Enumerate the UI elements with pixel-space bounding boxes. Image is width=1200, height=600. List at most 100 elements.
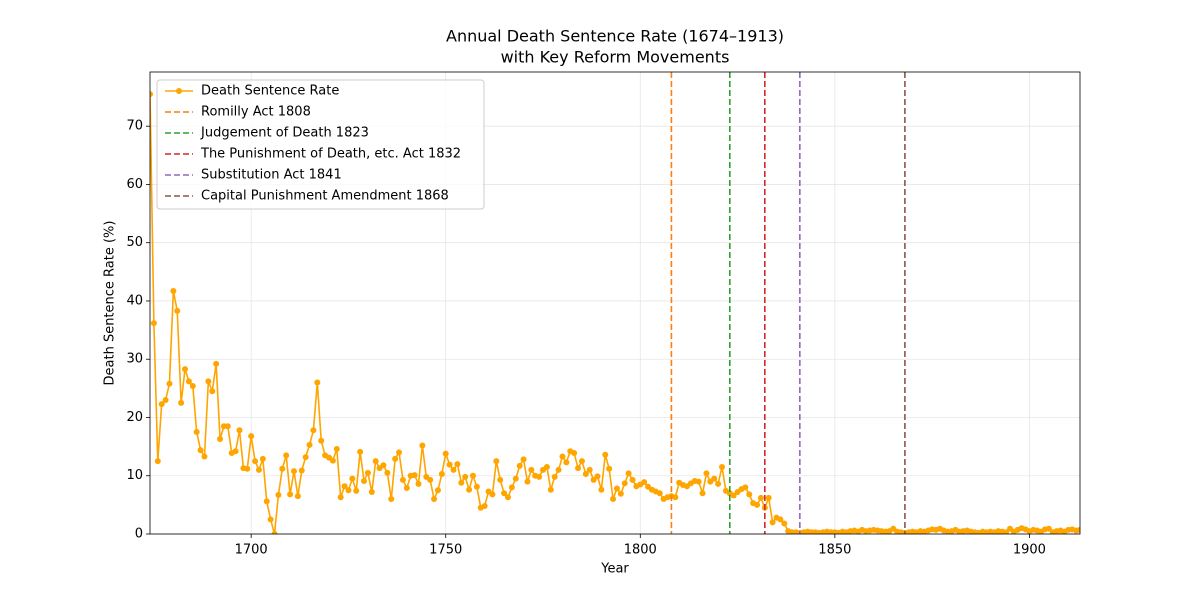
data-point	[252, 458, 259, 465]
x-axis-label: Year	[600, 562, 629, 577]
data-point	[431, 496, 438, 503]
data-point	[372, 458, 379, 465]
data-point	[357, 448, 364, 455]
data-point	[244, 465, 251, 472]
data-point	[298, 467, 305, 474]
data-point	[166, 380, 173, 387]
data-point	[158, 401, 165, 408]
x-tick-label: 1800	[624, 543, 657, 558]
data-point	[481, 503, 488, 510]
y-tick-label: 50	[126, 235, 143, 250]
data-point	[493, 458, 500, 465]
data-point	[730, 492, 737, 499]
data-point	[213, 360, 220, 367]
data-point	[283, 452, 290, 459]
data-point	[446, 461, 453, 468]
y-tick-label: 10	[126, 468, 143, 483]
data-point	[396, 449, 403, 456]
data-point	[349, 475, 356, 482]
data-point	[392, 455, 399, 462]
legend-label: Death Sentence Rate	[201, 84, 339, 99]
data-point	[162, 397, 169, 404]
data-point	[586, 466, 593, 473]
data-point	[193, 429, 200, 436]
data-point	[399, 476, 406, 483]
data-point	[302, 454, 309, 461]
data-point	[224, 423, 231, 430]
data-point	[703, 470, 710, 477]
data-point	[310, 427, 317, 434]
data-point	[170, 288, 177, 295]
data-point	[267, 516, 274, 523]
legend-label: The Punishment of Death, etc. Act 1832	[200, 147, 461, 162]
data-point	[384, 469, 391, 476]
data-point	[602, 451, 609, 458]
data-point	[450, 466, 457, 473]
data-point	[150, 320, 157, 327]
data-point	[594, 473, 601, 480]
y-tick-label: 30	[126, 352, 143, 367]
data-point	[178, 399, 185, 406]
data-point	[337, 494, 344, 501]
data-point	[711, 475, 718, 482]
data-point	[290, 468, 297, 475]
x-tick-label: 1900	[1013, 543, 1046, 558]
data-point	[528, 466, 535, 473]
data-point	[656, 490, 663, 497]
data-point	[571, 450, 578, 457]
data-point	[236, 427, 243, 434]
data-point	[388, 496, 395, 503]
data-point	[411, 472, 418, 479]
data-point	[275, 491, 282, 498]
data-point	[559, 453, 566, 460]
data-point	[575, 465, 582, 472]
x-tick-label: 1750	[429, 543, 462, 558]
y-tick-label: 0	[135, 527, 143, 542]
legend-marker	[176, 88, 182, 94]
data-point	[259, 455, 266, 462]
y-tick-label: 70	[126, 119, 143, 134]
data-point	[699, 490, 706, 497]
data-point	[364, 469, 371, 476]
data-point	[442, 450, 449, 457]
data-point	[185, 378, 192, 385]
plot	[150, 91, 1080, 534]
data-point	[715, 480, 722, 487]
data-point	[353, 487, 360, 494]
x-tick-label: 1700	[235, 543, 268, 558]
data-point	[329, 457, 336, 464]
data-point	[551, 473, 558, 480]
data-point	[578, 458, 585, 465]
data-point	[641, 479, 648, 486]
data-point	[403, 484, 410, 491]
data-point	[466, 486, 473, 493]
data-point	[746, 491, 753, 498]
data-point	[217, 436, 224, 443]
data-point	[419, 442, 426, 449]
data-point	[458, 479, 465, 486]
data-point	[232, 448, 239, 455]
data-point	[279, 465, 286, 472]
data-point	[516, 462, 523, 469]
data-point	[695, 478, 702, 485]
data-point	[434, 487, 441, 494]
legend: Death Sentence Rate Romilly Act 1808 Judge…	[156, 79, 485, 210]
data-point	[613, 485, 620, 492]
data-point	[454, 461, 461, 468]
data-point	[205, 378, 212, 385]
data-point	[555, 466, 562, 473]
data-point	[765, 494, 772, 501]
data-point	[672, 494, 679, 501]
data-point	[757, 494, 764, 501]
data-point	[294, 493, 301, 500]
legend-box	[156, 79, 485, 210]
data-point	[543, 464, 550, 471]
data-point	[777, 516, 784, 523]
data-point	[563, 459, 570, 466]
data-point	[754, 501, 761, 508]
data-point	[209, 388, 216, 395]
data-point	[629, 476, 636, 483]
data-point	[536, 473, 543, 480]
data-point	[719, 464, 726, 471]
data-point	[606, 465, 613, 472]
